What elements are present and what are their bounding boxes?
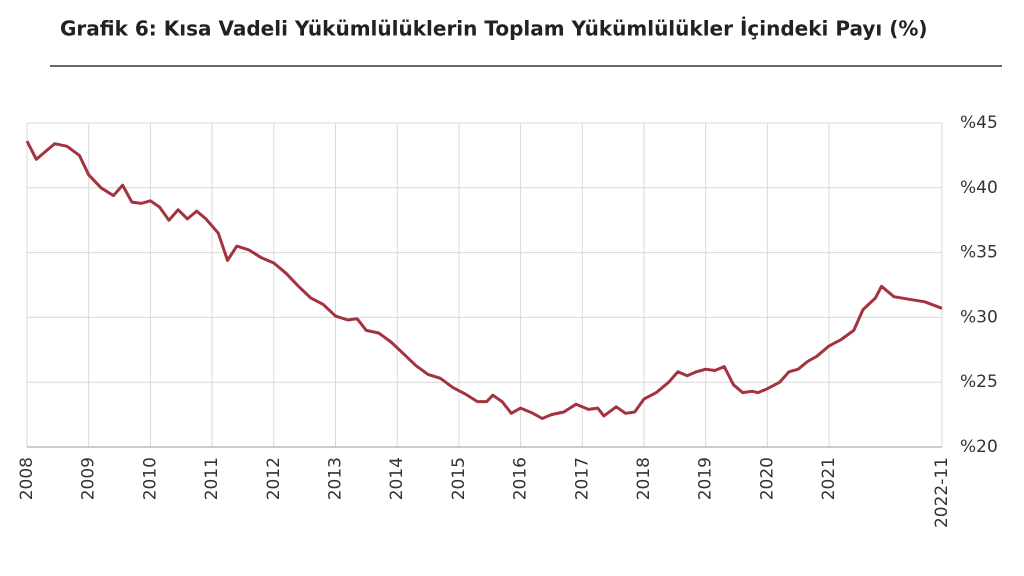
x-tick-label: 2016 bbox=[511, 457, 531, 500]
y-tick-label: %35 bbox=[960, 243, 998, 263]
x-tick-label: 2012 bbox=[264, 457, 284, 500]
x-tick-label: 2010 bbox=[140, 457, 160, 500]
y-tick-label: %25 bbox=[960, 372, 998, 392]
x-tick-label: 2013 bbox=[325, 457, 345, 500]
chart-title: Grafik 6: Kısa Vadeli Yükümlülüklerin To… bbox=[60, 17, 928, 41]
y-tick-label: %20 bbox=[960, 437, 998, 457]
x-tick-label: 2019 bbox=[696, 457, 716, 500]
x-tick-label: 2008 bbox=[17, 457, 37, 500]
data-line bbox=[25, 140, 943, 420]
x-tick-label: 2022-11 bbox=[932, 457, 952, 528]
y-tick-label: %45 bbox=[960, 113, 998, 133]
y-tick-label: %30 bbox=[960, 307, 998, 327]
x-tick-label: 2009 bbox=[79, 457, 99, 500]
x-tick-label: 2021 bbox=[819, 457, 839, 500]
x-tick-label: 2018 bbox=[634, 457, 654, 500]
x-tick-label: 2017 bbox=[572, 457, 592, 500]
x-tick-label: 2020 bbox=[757, 457, 777, 500]
y-tick-label: %40 bbox=[960, 178, 998, 198]
x-tick-label: 2014 bbox=[387, 457, 407, 500]
x-tick-label: 2011 bbox=[202, 457, 222, 500]
x-tick-label: 2015 bbox=[449, 457, 469, 500]
